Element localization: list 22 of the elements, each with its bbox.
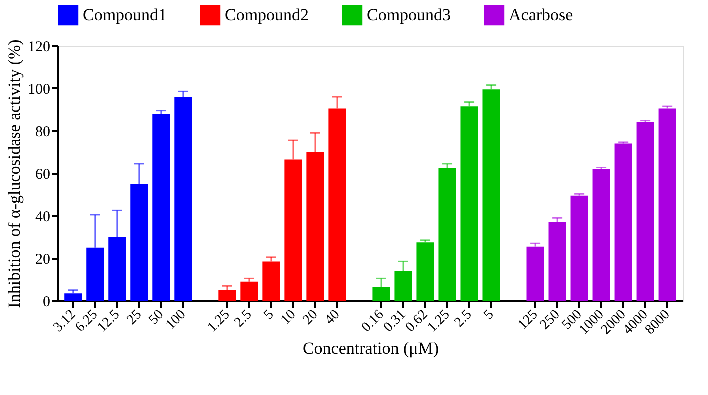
legend-label: Compound3 <box>367 6 452 25</box>
legend-label: Compound1 <box>83 6 168 25</box>
legend-label: Compound2 <box>225 6 310 25</box>
x-tick-label: 2.5 <box>232 308 256 331</box>
x-tick-label: 2.5 <box>452 308 476 331</box>
x-tick-label: 5 <box>482 308 498 324</box>
y-tick-label: 120 <box>28 40 50 56</box>
y-tick-label: 100 <box>28 82 50 98</box>
x-tick-label: 25 <box>124 308 146 328</box>
y-tick-label: 0 <box>43 294 50 310</box>
x-axis-title: Concentration (μM) <box>302 339 440 358</box>
x-tick-label: 40 <box>322 308 344 328</box>
x-tick-label: 20 <box>300 308 322 328</box>
y-tick-label: 60 <box>36 167 50 183</box>
y-tick-label: 40 <box>36 210 50 226</box>
x-tick-label: 5 <box>262 308 278 324</box>
y-tick-label: 80 <box>36 124 50 140</box>
legend-label: Acarbose <box>509 6 574 25</box>
y-tick-label: 20 <box>36 252 50 268</box>
y-axis-title: Inhibition of α-glucosidase activity (%) <box>5 40 24 308</box>
x-tick-label: 1.25 <box>205 308 234 336</box>
x-tick-label: 10 <box>278 308 300 328</box>
